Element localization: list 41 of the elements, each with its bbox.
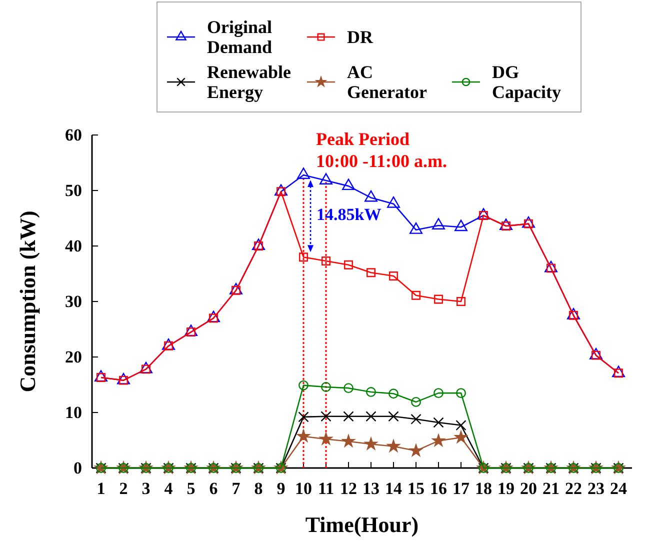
- y-tick-label: 20: [65, 347, 82, 366]
- y-tick-label: 50: [65, 180, 82, 200]
- x-tick-label: 7: [232, 479, 241, 498]
- x-tick-label: 23: [588, 479, 604, 498]
- x-tick-label: 8: [254, 479, 263, 498]
- x-tick-label: 10: [295, 479, 312, 498]
- x-tick-label: 17: [452, 479, 470, 498]
- x-tick-label: 19: [498, 479, 514, 498]
- x-tick-label: 1: [96, 479, 106, 498]
- x-tick-label: 13: [362, 479, 380, 498]
- x-tick-label: 11: [318, 479, 334, 498]
- y-tick-label: 10: [65, 402, 82, 422]
- x-tick-label: 14: [385, 479, 402, 498]
- annotation: 14.85kW: [316, 204, 382, 224]
- annotation: Peak Period: [316, 129, 410, 149]
- x-tick-label: 4: [164, 479, 174, 498]
- x-tick-label: 5: [186, 479, 196, 498]
- y-tick-label: 60: [65, 125, 82, 144]
- x-tick-label: 22: [565, 479, 582, 498]
- legend-label: AC Generator: [347, 62, 427, 102]
- x-tick-label: 3: [142, 479, 150, 498]
- x-tick-label: 15: [408, 479, 424, 498]
- y-tick-label: 30: [65, 292, 82, 311]
- legend-label: DG Capacity: [492, 62, 561, 102]
- y-tick-label: 40: [65, 236, 82, 256]
- y-tick-label: 0: [74, 458, 82, 478]
- x-tick-label: 12: [340, 479, 357, 498]
- y-axis-title: Consumption (kW): [15, 210, 40, 392]
- legend-label: Renewable Energy: [207, 62, 291, 102]
- x-axis-title: Time(Hour): [305, 512, 419, 537]
- x-tick-label: 16: [430, 479, 447, 498]
- annotation: 10:00 -11:00 a.m.: [316, 151, 447, 171]
- x-tick-label: 6: [209, 479, 218, 498]
- x-tick-label: 9: [276, 479, 286, 498]
- legend-label: Original Demand: [207, 17, 272, 57]
- x-tick-label: 20: [520, 479, 537, 498]
- x-tick-label: 2: [119, 479, 128, 498]
- x-tick-label: 24: [610, 479, 628, 498]
- x-tick-label: 18: [475, 479, 492, 498]
- legend-label: DR: [347, 27, 374, 47]
- x-tick-label: 21: [542, 479, 560, 498]
